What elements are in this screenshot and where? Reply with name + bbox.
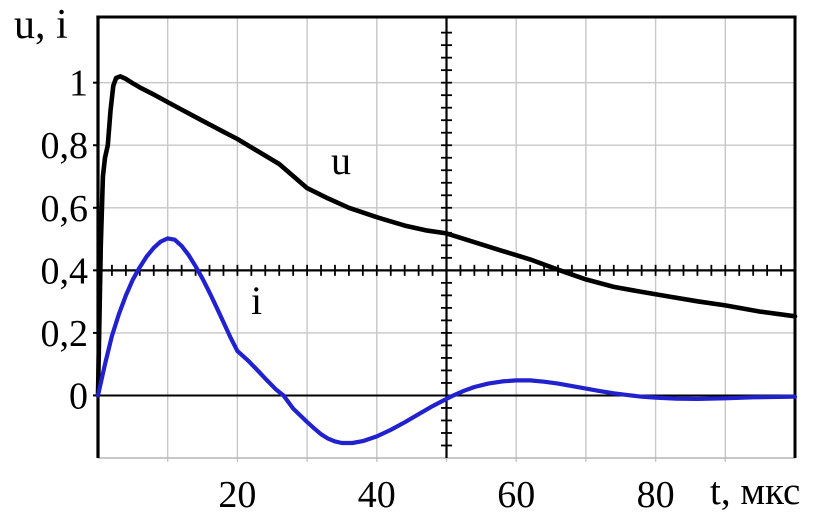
y-tick-label: 0,8 (41, 125, 89, 167)
curve-label-u: u (331, 138, 351, 183)
y-tick-label: 1 (69, 63, 88, 105)
y-axis-title: u, i (14, 2, 68, 48)
y-tick-label: 0 (69, 375, 88, 417)
x-axis-label: t, мкс (710, 470, 801, 513)
x-tick-label: 40 (358, 474, 396, 516)
curve-label-i: i (251, 278, 263, 323)
y-tick-label: 0,4 (41, 250, 89, 292)
y-tick-label: 0,6 (41, 188, 89, 230)
x-tick-label: 20 (218, 474, 256, 516)
y-tick-label: 0,2 (41, 313, 89, 355)
x-tick-label: 80 (637, 474, 675, 516)
i-curve (95, 236, 798, 446)
u-curve (95, 74, 798, 398)
x-tick-label: 60 (497, 474, 535, 516)
